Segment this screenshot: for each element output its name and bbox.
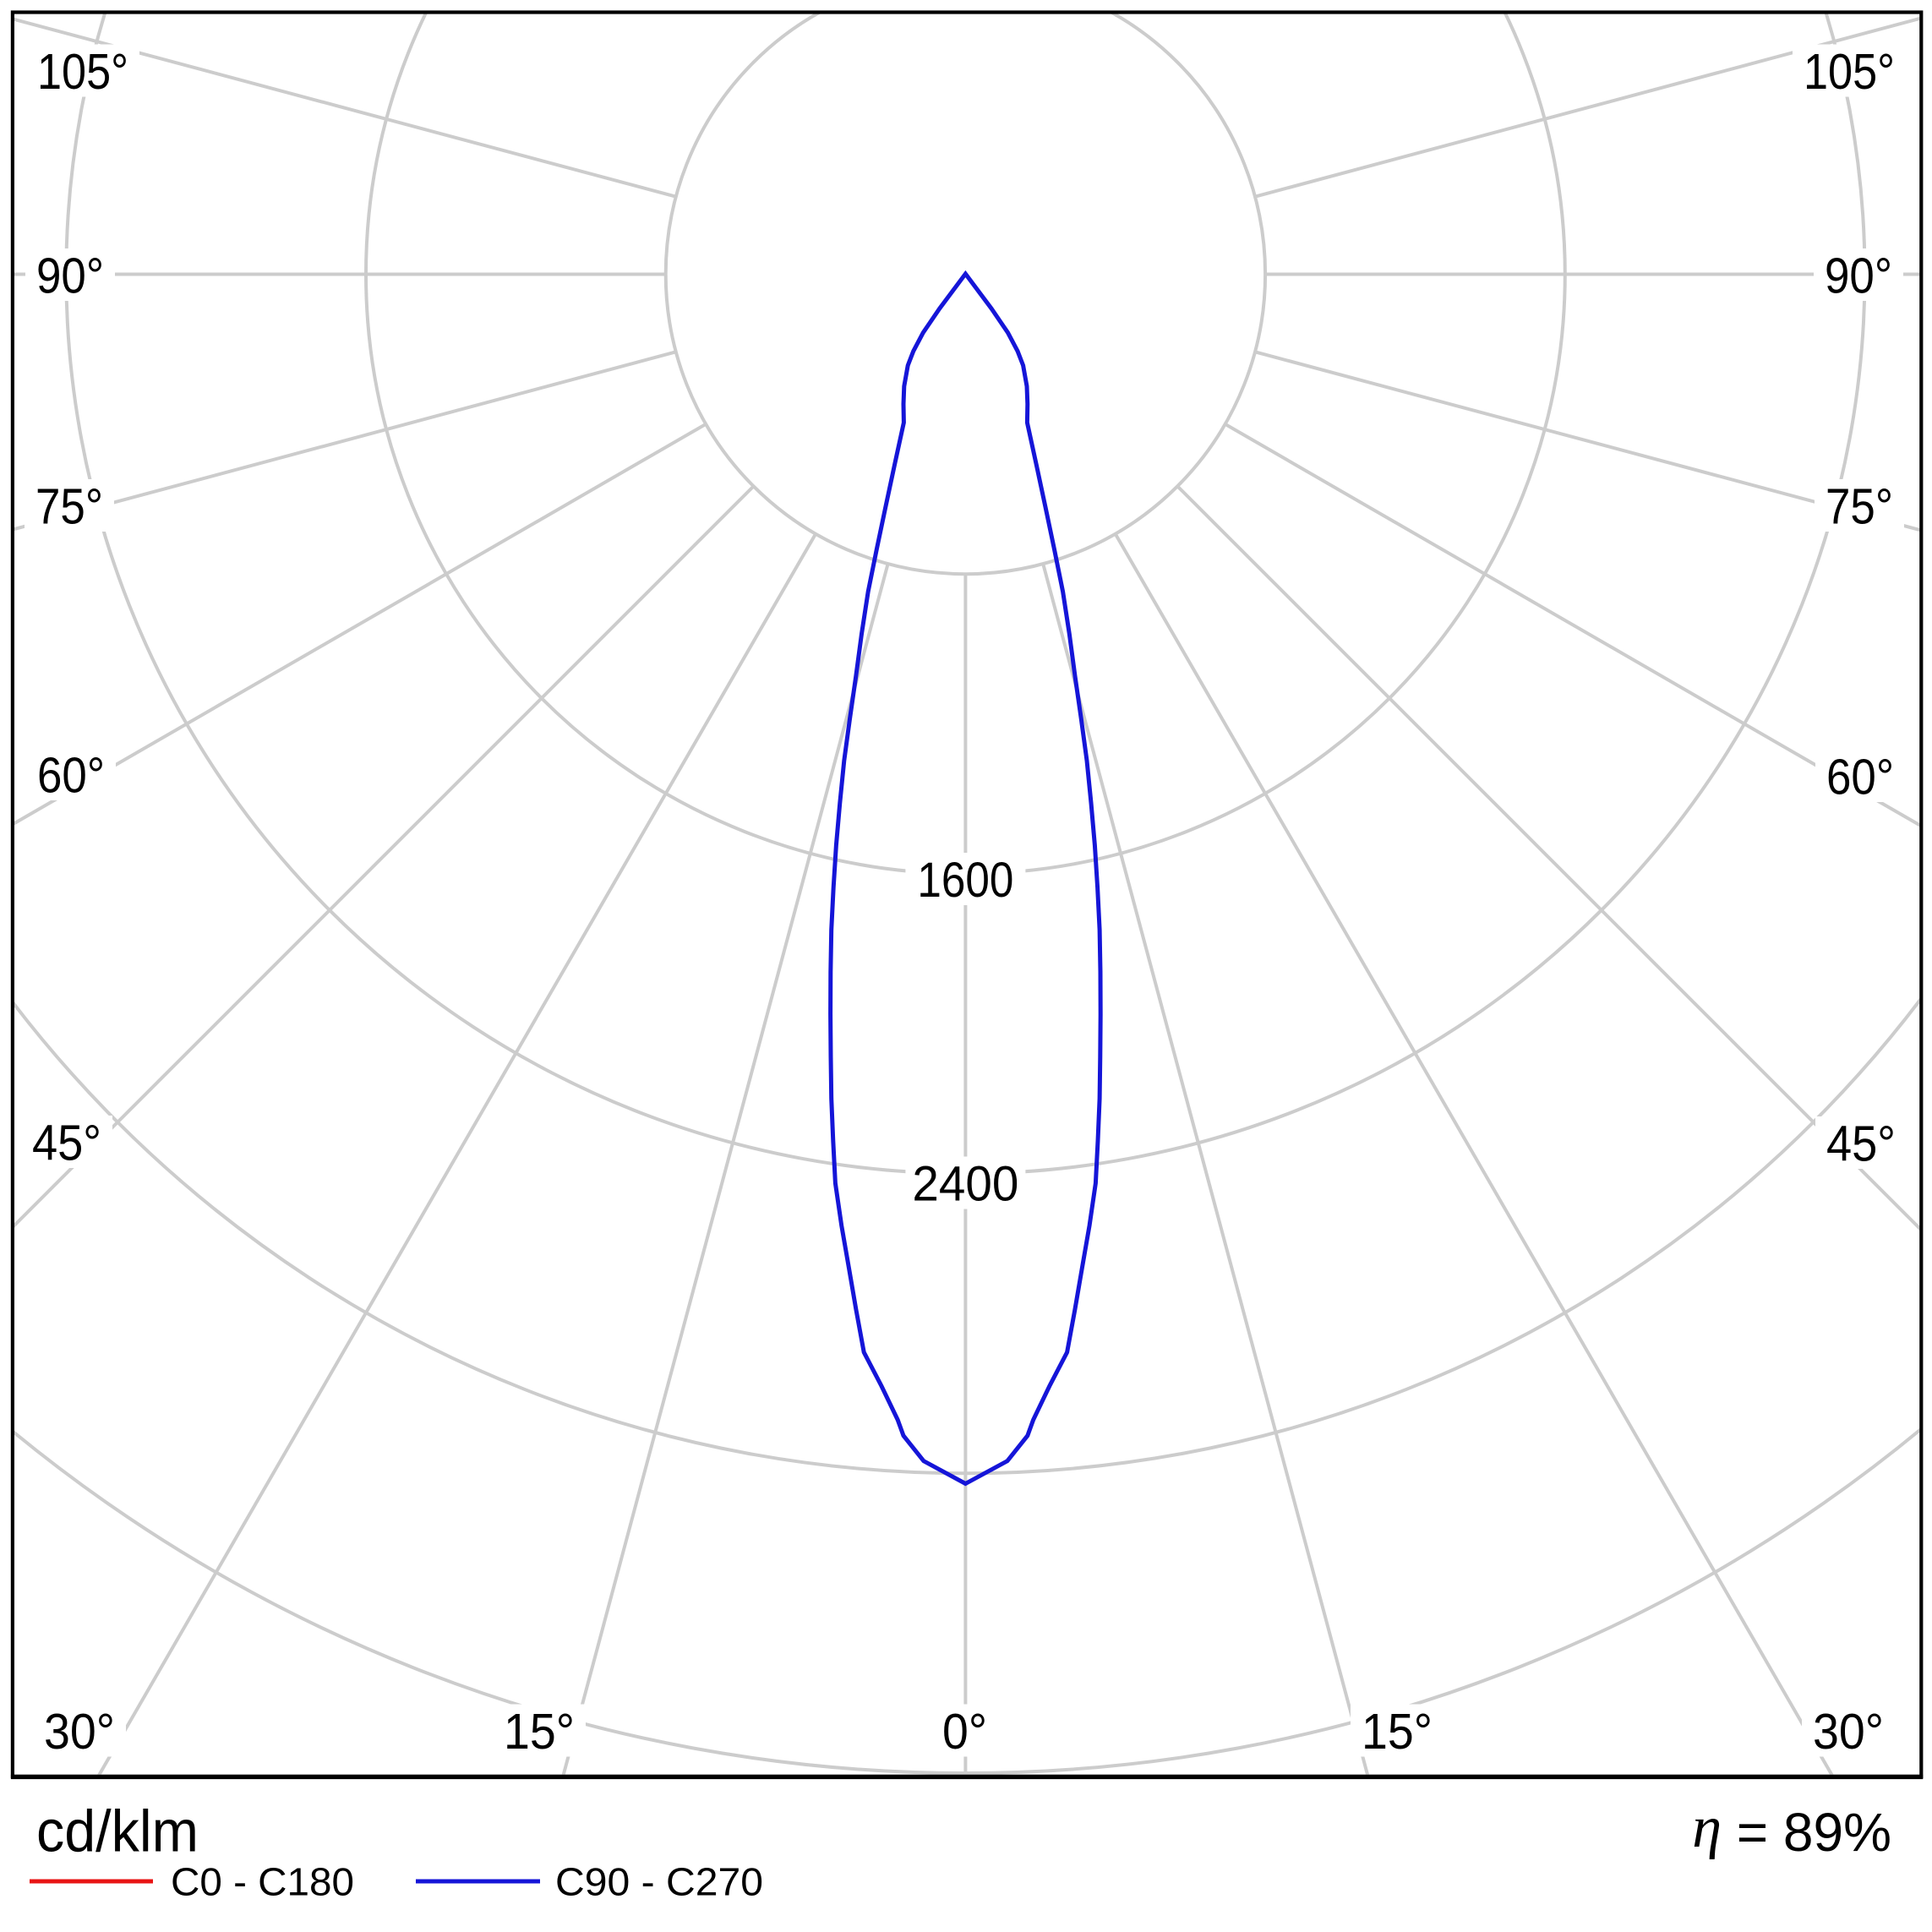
- svg-text:15°: 15°: [1362, 1704, 1433, 1760]
- svg-text:75°: 75°: [1826, 479, 1893, 535]
- svg-text:75°: 75°: [35, 479, 103, 535]
- svg-text:30°: 30°: [1813, 1704, 1884, 1760]
- svg-text:105°: 105°: [1804, 44, 1895, 100]
- svg-text:30°: 30°: [44, 1704, 115, 1760]
- svg-text:0°: 0°: [942, 1704, 987, 1760]
- svg-text:η = 89%: η = 89%: [1692, 1795, 1891, 1863]
- svg-text:45°: 45°: [32, 1116, 101, 1171]
- svg-text:C0 - C180: C0 - C180: [171, 1859, 354, 1903]
- svg-text:60°: 60°: [37, 748, 105, 804]
- svg-text:1600: 1600: [917, 853, 1013, 908]
- svg-text:cd/klm: cd/klm: [36, 1798, 199, 1864]
- svg-text:90°: 90°: [1825, 248, 1892, 304]
- svg-text:2400: 2400: [912, 1157, 1018, 1212]
- svg-text:C90 - C270: C90 - C270: [555, 1859, 763, 1903]
- svg-text:15°: 15°: [504, 1704, 575, 1760]
- svg-text:105°: 105°: [37, 44, 128, 100]
- svg-text:45°: 45°: [1826, 1116, 1896, 1172]
- svg-text:90°: 90°: [36, 248, 104, 304]
- svg-text:60°: 60°: [1826, 750, 1894, 805]
